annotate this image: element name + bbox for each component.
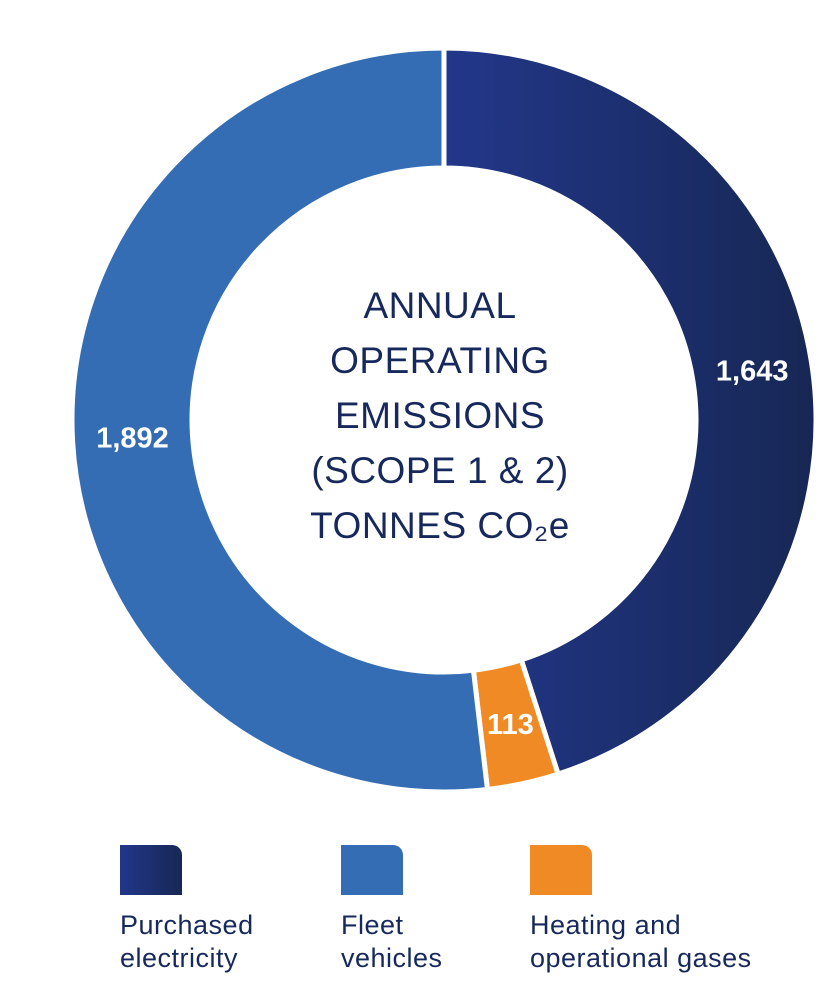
donut-chart: 1,643 113 1,892 [69, 45, 819, 795]
legend-label-line: operational gases [530, 943, 752, 973]
legend-item-fleet-vehicles: Fleet vehicles [341, 845, 641, 975]
data-label-heating-and-operational-gases: 113 [487, 709, 534, 741]
legend-label-line: Purchased [120, 910, 254, 940]
legend-label: Purchased electricity [120, 909, 420, 975]
legend-item-heating-and-operational-gases: Heating and operational gases [530, 845, 830, 975]
data-label-purchased-electricity: 1,643 [716, 356, 789, 388]
chart-slices [69, 45, 819, 795]
chart-title: ANNUAL OPERATING EMISSIONS (SCOPE 1 & 2)… [250, 278, 630, 553]
legend-swatch [530, 845, 592, 895]
chart-data-labels: 1,643 113 1,892 [96, 356, 788, 741]
legend-label-line: Heating and [530, 910, 682, 940]
legend-item-purchased-electricity: Purchased electricity [120, 845, 420, 975]
legend-label-line: vehicles [341, 943, 443, 973]
legend-label: Heating and operational gases [530, 909, 830, 975]
legend-label-line: Fleet [341, 910, 404, 940]
legend-swatch [120, 845, 182, 895]
chart-legend: Purchased electricity Fleet vehicles Hea… [0, 845, 838, 985]
data-label-fleet-vehicles: 1,892 [96, 422, 169, 454]
legend-label: Fleet vehicles [341, 909, 641, 975]
title-line: OPERATING [330, 340, 550, 381]
slice-purchased-electricity [441, 45, 819, 777]
title-line: TONNES CO₂e [310, 505, 570, 546]
title-line: (SCOPE 1 & 2) [311, 450, 569, 491]
title-line: ANNUAL [363, 285, 517, 326]
legend-label-line: electricity [120, 943, 239, 973]
slice-fleet-vehicles [69, 45, 490, 795]
legend-swatch [341, 845, 403, 895]
title-line: EMISSIONS [334, 395, 546, 436]
